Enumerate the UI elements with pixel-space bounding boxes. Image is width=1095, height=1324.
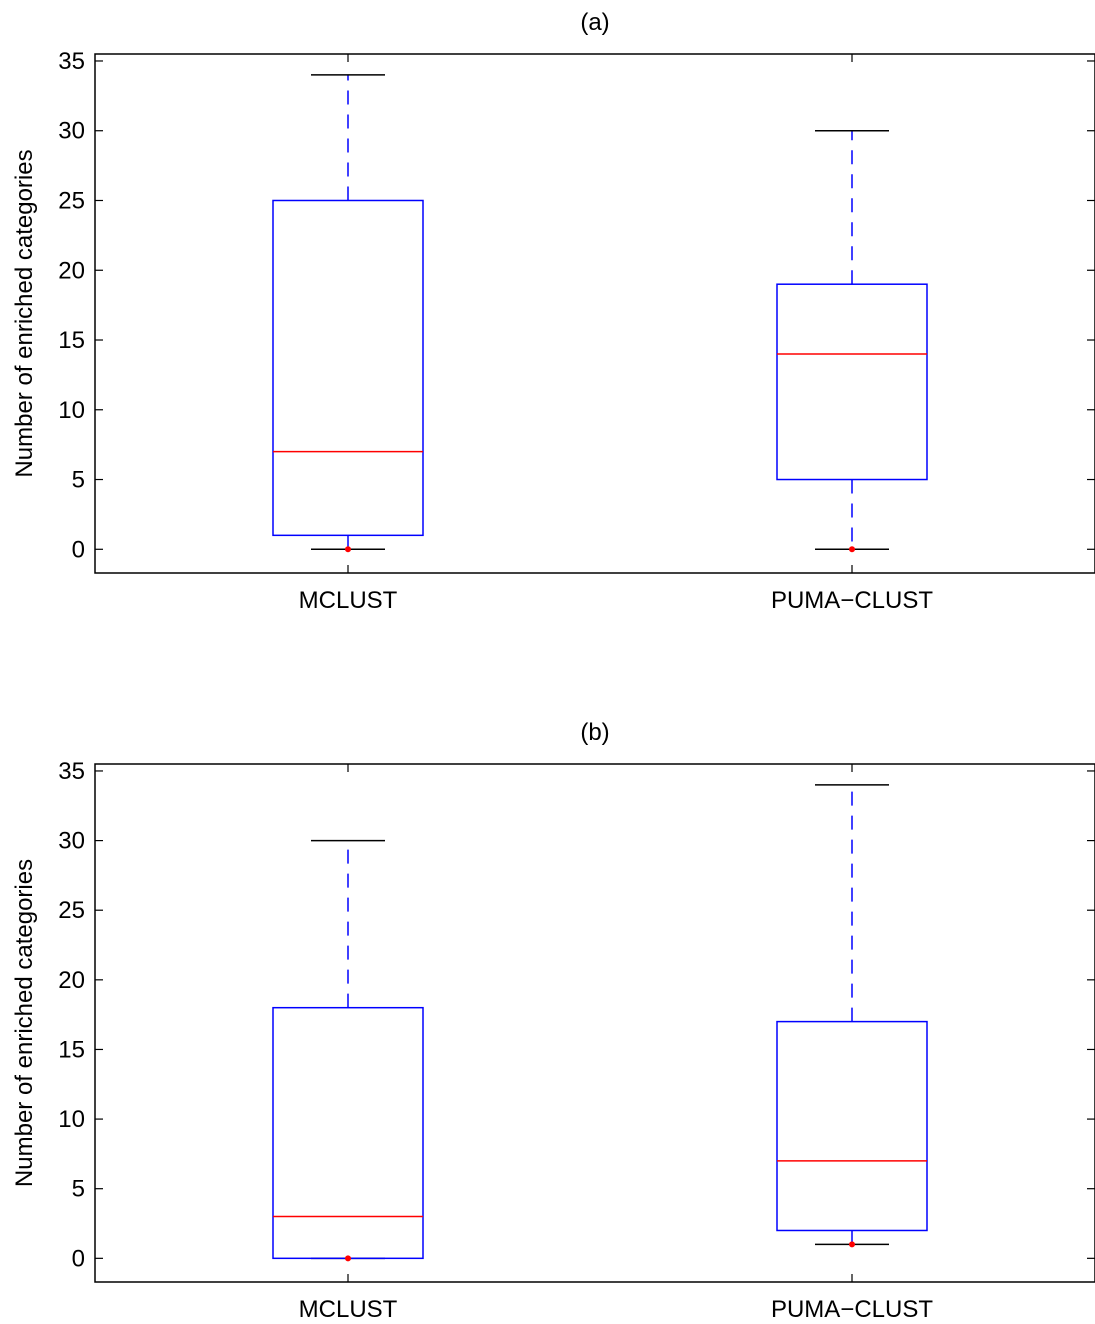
y-tick-label: 20 [58, 257, 85, 284]
chart-title: (b) [580, 719, 609, 746]
y-tick-label: 15 [58, 1036, 85, 1063]
y-axis-label: Number of enriched categories [11, 149, 38, 477]
chart-title: (a) [580, 9, 609, 36]
y-tick-label: 35 [58, 758, 85, 785]
y-tick-label: 25 [58, 897, 85, 924]
panel-b: (b) Number of enriched categories 0 5 10 15 20… [11, 719, 1095, 1323]
box-mclust [272, 74, 424, 553]
iqr-box [272, 1006, 424, 1260]
axes-frame [94, 763, 1095, 1283]
y-tick-label: 10 [58, 1106, 85, 1133]
x-tick-label: MCLUST [299, 587, 398, 614]
y-tick-label: 0 [72, 1245, 85, 1272]
box-puma-clust [776, 129, 928, 553]
outlier-point [849, 546, 855, 553]
box-puma-clust [776, 784, 928, 1248]
y-tick-label: 20 [58, 967, 85, 994]
y-tick-label: 25 [58, 187, 85, 214]
y-tick-label: 0 [72, 536, 85, 563]
y-tick-label: 30 [58, 118, 85, 145]
x-tick-label: MCLUST [299, 1296, 398, 1323]
outlier-point [849, 1241, 855, 1248]
outlier-point [345, 546, 351, 553]
y-tick-label: 35 [58, 48, 85, 75]
y-tick-label: 5 [72, 1176, 85, 1203]
x-tick-label: PUMA−CLUST [771, 1296, 933, 1323]
iqr-box [272, 199, 424, 537]
axes-frame [94, 53, 1095, 574]
y-tick-label: 30 [58, 828, 85, 855]
box-mclust [272, 839, 424, 1262]
iqr-box [776, 1020, 928, 1232]
x-tick-label: PUMA−CLUST [771, 587, 933, 614]
panel-a: (a) Number of enriched categories 0 5 10 15 20… [11, 9, 1095, 614]
outlier-point [345, 1255, 351, 1262]
y-tick-label: 15 [58, 327, 85, 354]
y-tick-label: 10 [58, 397, 85, 424]
y-axis-label: Number of enriched categories [11, 859, 38, 1187]
iqr-box [776, 283, 928, 481]
y-tick-label: 5 [72, 467, 85, 494]
